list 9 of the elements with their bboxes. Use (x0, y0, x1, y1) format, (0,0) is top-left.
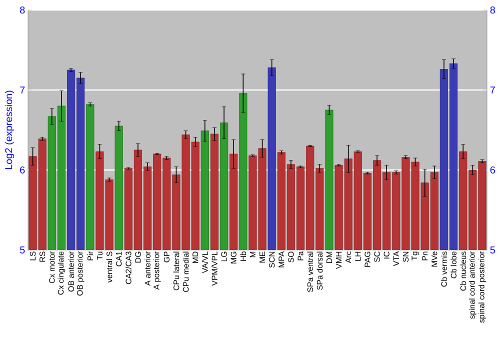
y-axis-title: Log2 (expression) (4, 90, 14, 170)
y-tick-label: 6 (20, 166, 25, 174)
y2-tick-label: 5 (490, 246, 495, 254)
y-tick-label: 8 (20, 6, 25, 14)
y2-tick-label: 8 (490, 6, 495, 14)
y2-tick-label: 6 (490, 166, 495, 174)
y-tick-label: 7 (20, 86, 25, 94)
y-tick-label: 5 (20, 246, 25, 254)
y2-tick-label: 7 (490, 86, 495, 94)
